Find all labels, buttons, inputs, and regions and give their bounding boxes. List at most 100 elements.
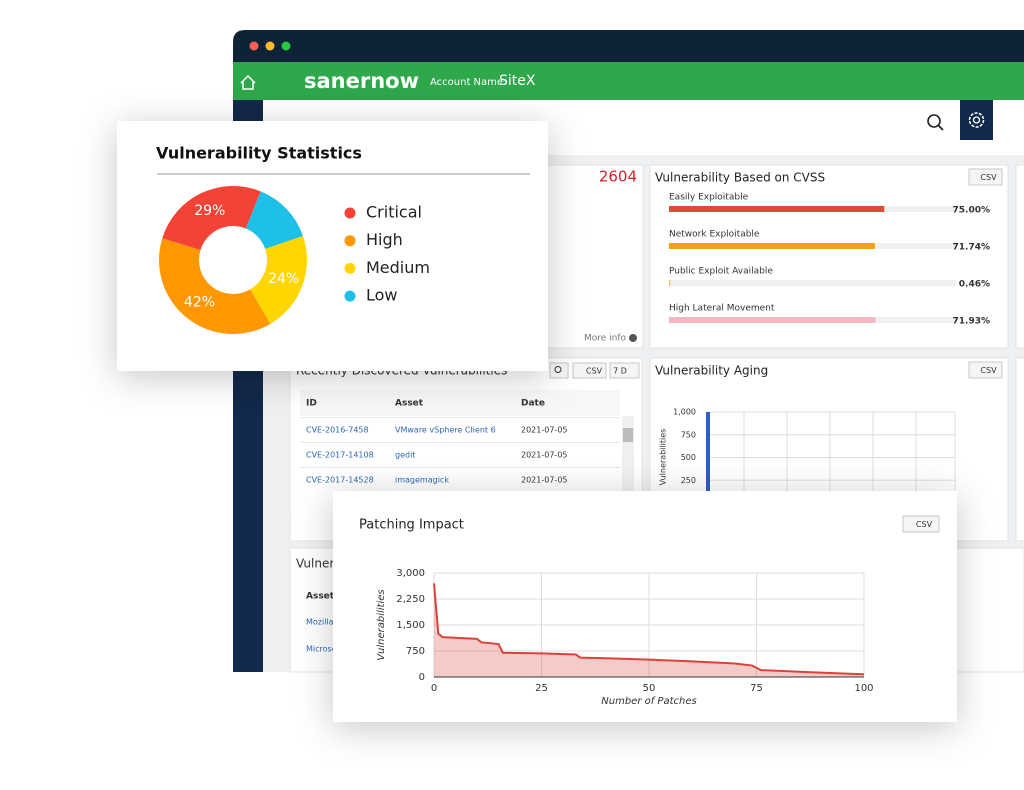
donut-slice [159, 238, 271, 334]
brand: sanernow [304, 69, 419, 93]
csv-button[interactable] [902, 515, 940, 533]
top-nav [233, 62, 1024, 100]
minimize-dot[interactable] [265, 41, 275, 51]
patching-panel: Patching Impact CSV 0 750 1,500 2,250 3,000 0 25… [333, 491, 957, 722]
y-tick-label: 1,500 [396, 620, 425, 631]
cell-link[interactable]: VMware vSphere Client 6 [395, 426, 496, 435]
title-bar [233, 30, 1024, 62]
panel-title: Vulnerability Aging [655, 364, 768, 378]
area-line [433, 583, 865, 676]
csv-label: CSV [980, 173, 997, 182]
bar [669, 243, 875, 249]
csv-label: CSV [916, 520, 933, 529]
y-tick-label: 2,250 [396, 594, 425, 605]
legend-label: Critical [366, 203, 422, 222]
donut-slice [250, 236, 307, 324]
filter-label: 7 D [613, 367, 627, 376]
cell-link[interactable]: CVE-2016-7458 [306, 426, 369, 435]
cell: 2021-07-05 [521, 451, 568, 460]
bar-value: 0.46% [959, 280, 990, 290]
scroll-thumb[interactable] [623, 428, 633, 442]
table-body: CVE-2016-7458 VMware vSphere Client 6 2021… [300, 417, 620, 485]
csv-button[interactable] [968, 168, 1003, 186]
cell-link[interactable]: CVE-2017-14108 [306, 451, 374, 460]
cvss-panel: Vulnerability Based on CVSS CSV Easily Exp… [655, 168, 1003, 327]
y-tick-label: 250 [681, 476, 696, 485]
summary-count: 2604 [599, 168, 637, 186]
bar [669, 317, 876, 323]
account-label: Account Name [430, 77, 503, 88]
zoom-dot[interactable] [281, 41, 291, 51]
csv-label: CSV [586, 367, 603, 376]
column-header[interactable]: Asset [395, 399, 424, 409]
cell-link[interactable]: gedit [395, 451, 415, 460]
more-info[interactable]: More info [584, 334, 627, 344]
bottom-title: Vulnera [296, 557, 342, 571]
account-name[interactable]: SiteX [499, 73, 536, 89]
slice-label: 24% [268, 271, 299, 287]
column-header[interactable]: ID [306, 399, 317, 409]
donut-slice [245, 191, 304, 249]
y-axis-label: Vulnerabilities [376, 589, 387, 660]
x-tick-label: 50 [643, 683, 656, 694]
bar-value: 71.74% [953, 243, 991, 253]
donut-slice [162, 186, 261, 251]
partial-card [1015, 357, 1024, 542]
cell: 2021-07-05 [521, 426, 568, 435]
x-axis-label: Number of Patches [601, 696, 696, 707]
panel-title: Vulnerability Statistics [156, 144, 362, 163]
csv-button[interactable] [968, 361, 1003, 379]
slice-label: 29% [194, 203, 225, 219]
table-header [300, 390, 620, 416]
slice-label: 42% [184, 294, 215, 310]
asset-link[interactable]: Mozilla [306, 618, 334, 627]
search-icon[interactable] [927, 114, 944, 131]
filter-select[interactable] [609, 362, 640, 379]
y-tick-label: 1,000 [673, 408, 696, 417]
y-tick-label: 500 [681, 453, 696, 462]
legend-dot [344, 262, 356, 274]
cell-link[interactable]: CVE-2017-14528 [306, 476, 374, 485]
y-tick-label: 0 [419, 672, 425, 683]
x-tick-label: 75 [750, 683, 763, 694]
panel-title: Vulnerability Based on CVSS [655, 171, 825, 185]
csv-button[interactable] [572, 362, 607, 379]
bar [669, 280, 671, 286]
bar-label: Network Exploitable [669, 230, 760, 240]
aging-panel: Vulnerability Aging CSV 250 500 750 1,000 Vuln… [655, 361, 1003, 503]
close-dot[interactable] [249, 41, 259, 51]
column-header: Asset [306, 592, 335, 602]
y-tick-label: 750 [406, 646, 425, 657]
bar-value: 71.93% [953, 317, 991, 327]
gear-icon [968, 112, 985, 128]
legend-label: Medium [366, 258, 430, 277]
more-info-icon[interactable] [629, 334, 637, 342]
cell: 2021-07-05 [521, 476, 568, 485]
legend-dot [344, 290, 356, 302]
cell-link[interactable]: imagemagick [395, 476, 449, 485]
x-tick-label: 100 [854, 683, 873, 694]
search-button-icon [554, 366, 562, 373]
bar [706, 412, 710, 503]
y-tick-label: 3,000 [396, 568, 425, 579]
settings-button[interactable] [960, 100, 993, 140]
column-header[interactable]: Date [521, 399, 545, 409]
legend-label: Low [366, 286, 398, 305]
bar-track [669, 280, 956, 286]
bar [669, 206, 885, 212]
bar-label: Easily Exploitable [669, 193, 749, 203]
y-axis-label: Vulnerabilities [659, 429, 668, 486]
csv-label: CSV [980, 366, 997, 375]
partial-card [1015, 164, 1024, 349]
search-button[interactable] [549, 362, 569, 379]
gear-hub [972, 116, 981, 124]
stats-panel: Vulnerability Statistics 24% 42% 29% Critica… [117, 121, 548, 371]
panel-title: Patching Impact [359, 518, 464, 533]
asset-link[interactable]: Microso [306, 645, 337, 654]
bar-label: High Lateral Movement [669, 304, 775, 314]
home-icon[interactable] [240, 74, 256, 90]
legend-dot [344, 207, 356, 219]
x-tick-label: 0 [431, 683, 437, 694]
legend-dot [344, 235, 356, 247]
y-tick-label: 750 [681, 430, 696, 439]
